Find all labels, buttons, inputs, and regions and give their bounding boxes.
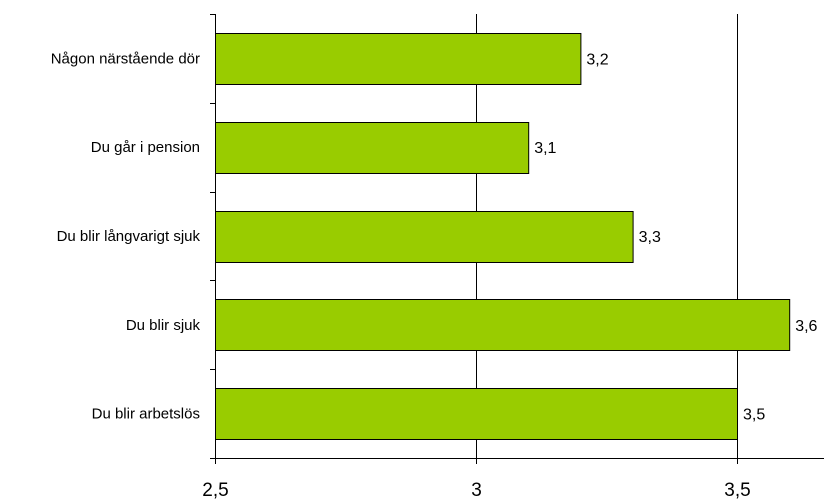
category-label: Du blir långvarigt sjuk [57,228,201,245]
x-tick-label: 3 [471,480,482,501]
bar [215,388,738,440]
value-label: 3,6 [795,318,817,335]
bar [215,122,530,174]
value-label: 3,2 [586,51,608,68]
value-label: 3,3 [639,229,661,246]
category-labels: Någon närstående dör Du går i pension Du b… [51,50,201,422]
category-label: Du går i pension [91,139,200,156]
x-tick-labels: 2,5 3 3,5 [202,480,750,501]
x-tick-label: 2,5 [202,480,228,501]
category-label: Du blir arbetslös [92,406,200,423]
bar [215,211,634,263]
value-label: 3,1 [534,140,556,157]
bar [215,299,791,351]
x-tick-label: 3,5 [724,480,750,501]
bar [215,33,582,85]
bars [215,33,791,440]
value-label: 3,5 [743,407,765,424]
axes [210,14,824,464]
category-label: Du blir sjuk [126,317,201,334]
category-label: Någon närstående dör [51,50,200,67]
value-labels: 3,2 3,1 3,3 3,6 3,5 [534,51,817,423]
